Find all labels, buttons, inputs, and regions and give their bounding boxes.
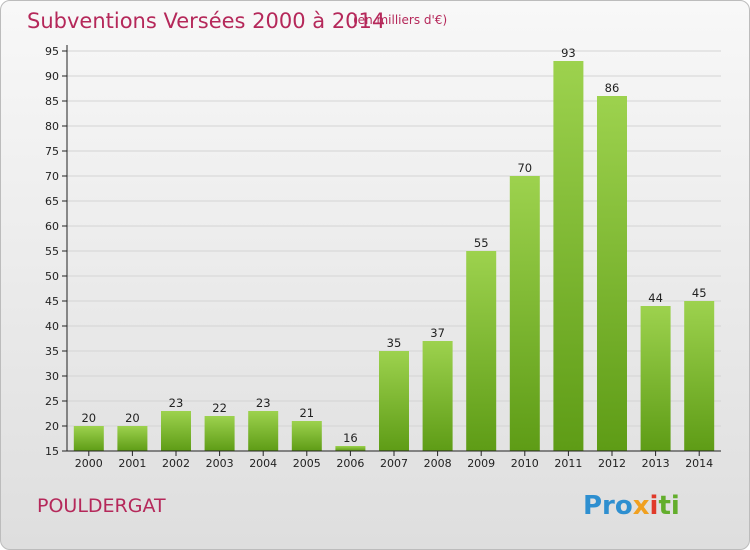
logo-part: ti (658, 491, 680, 521)
bar-value-label: 23 (169, 396, 184, 410)
x-tick-label: 2009 (467, 457, 495, 470)
x-tick-label: 2004 (249, 457, 277, 470)
bar (466, 251, 497, 451)
bar (248, 411, 279, 451)
logo-part: Pro (583, 491, 633, 521)
y-tick-label: 85 (45, 95, 59, 108)
bar-value-label: 23 (256, 396, 271, 410)
proxiti-logo[interactable]: Proxiti (583, 491, 680, 521)
y-tick-label: 35 (45, 345, 59, 358)
x-tick-label: 2013 (642, 457, 670, 470)
bar-value-label: 16 (343, 431, 358, 445)
y-tick-label: 95 (45, 45, 59, 58)
chart-unit: (en milliers d'€) (353, 13, 448, 27)
bar-value-label: 37 (430, 326, 445, 340)
bar (640, 306, 671, 451)
x-tick-label: 2007 (380, 457, 408, 470)
axes: 15 20 25 30 35 40 45 50 55 60 65 70 75 80 85 90 95 2000 20… (45, 45, 721, 470)
bar-value-label: 93 (561, 46, 576, 60)
bar-value-label: 35 (387, 336, 402, 350)
y-tick-label: 30 (45, 370, 59, 383)
bar-value-label: 70 (517, 161, 532, 175)
bar-value-label: 21 (299, 406, 314, 420)
y-tick-label: 15 (45, 445, 59, 458)
bar-value-label: 86 (605, 81, 620, 95)
y-tick-label: 20 (45, 420, 59, 433)
bar (684, 301, 715, 451)
x-tick-label: 2011 (554, 457, 582, 470)
bar (73, 426, 104, 451)
x-tick-label: 2006 (336, 457, 364, 470)
place-name: POULDERGAT (37, 495, 166, 517)
y-tick-label: 80 (45, 120, 59, 133)
bar (509, 176, 540, 451)
chart-title: Subventions Versées 2000 à 2014 (27, 9, 386, 33)
logo-part: x (632, 491, 650, 521)
y-tick-label: 75 (45, 145, 59, 158)
bar (117, 426, 148, 451)
x-tick-label: 2002 (162, 457, 190, 470)
x-tick-label: 2001 (118, 457, 146, 470)
bar (335, 446, 366, 451)
y-tick-label: 60 (45, 220, 59, 233)
y-tick-label: 40 (45, 320, 59, 333)
x-tick-label: 2012 (598, 457, 626, 470)
bar-value-label: 20 (81, 411, 96, 425)
x-tick-label: 2005 (293, 457, 321, 470)
bar (161, 411, 191, 451)
x-tick-label: 2000 (75, 457, 103, 470)
y-tick-label: 70 (45, 170, 59, 183)
logo-part: i (649, 491, 659, 521)
x-tick-label: 2003 (206, 457, 234, 470)
bar (291, 421, 322, 451)
y-tick-label: 50 (45, 270, 59, 283)
y-tick-label: 55 (45, 245, 59, 258)
bar (553, 61, 584, 451)
x-tick-label: 2008 (424, 457, 452, 470)
bars: 20 20 23 22 23 21 16 35 37 55 70 93 86 44 45 (73, 46, 715, 451)
y-tick-label: 45 (45, 295, 59, 308)
y-tick-label: 65 (45, 195, 59, 208)
bar-value-label: 55 (474, 236, 489, 250)
bar-value-label: 45 (692, 286, 707, 300)
x-tick-label: 2014 (685, 457, 713, 470)
bar-value-label: 20 (125, 411, 140, 425)
bar (597, 96, 627, 451)
x-tick-label: 2010 (511, 457, 539, 470)
bar (422, 341, 453, 451)
bar (379, 351, 409, 451)
y-tick-label: 90 (45, 70, 59, 83)
bar-value-label: 22 (212, 401, 227, 415)
bar-value-label: 44 (648, 291, 663, 305)
bar (204, 416, 235, 451)
y-tick-label: 25 (45, 395, 59, 408)
